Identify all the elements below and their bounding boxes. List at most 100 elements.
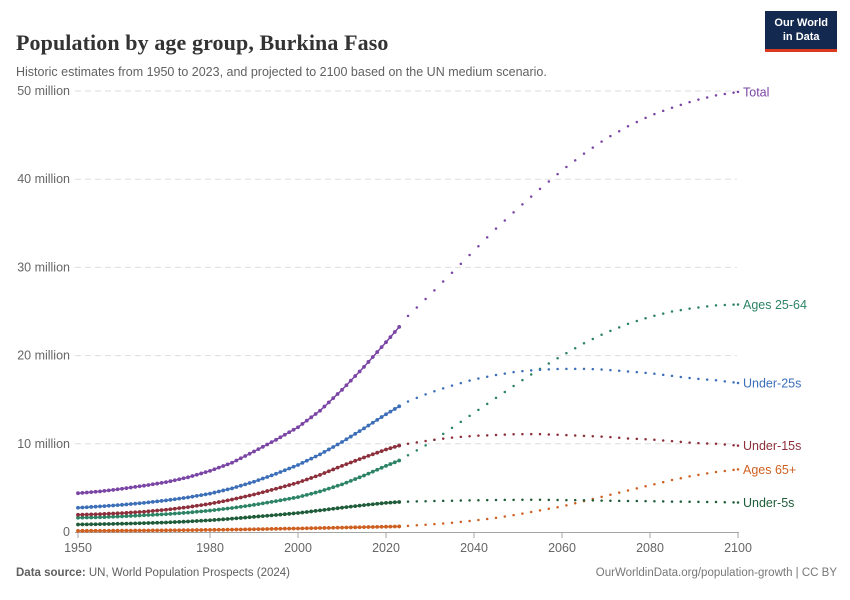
series-dot-ages-65plus xyxy=(106,528,111,533)
series-dot-ages-65plus xyxy=(115,528,120,533)
series-dot-under-25s xyxy=(155,499,160,504)
series-dot-ages-65plus xyxy=(318,526,322,530)
series-proj-dot-ages-65plus xyxy=(679,476,683,480)
series-dot-under-15s xyxy=(216,500,221,504)
series-dot-ages-65plus xyxy=(300,526,305,531)
series-dot-ages-65plus xyxy=(287,526,292,531)
series-dot-under-25s xyxy=(181,496,186,500)
series-dot-under-5s xyxy=(208,518,212,523)
series-dot-total xyxy=(208,468,212,473)
series-dot-ages-65plus xyxy=(331,525,336,530)
series-dot-ages-65plus xyxy=(84,528,89,533)
series-dot-under-5s xyxy=(392,500,397,505)
series-proj-dot-under-5s xyxy=(591,499,595,502)
series-dot-under-25s xyxy=(216,489,221,494)
series-proj-dot-ages-65plus xyxy=(556,505,559,509)
series-proj-dot-total xyxy=(547,180,551,183)
data-source: Data source: UN, World Population Prospe… xyxy=(16,567,290,579)
series-proj-dot-ages-25-64 xyxy=(477,408,480,412)
series-dot-total xyxy=(146,483,151,487)
series-dot-under-5s xyxy=(331,506,336,511)
series-dot-under-5s xyxy=(309,509,314,514)
series-proj-dot-under-15s xyxy=(565,433,568,437)
series-dot-total xyxy=(155,481,160,486)
series-dot-under-15s xyxy=(304,477,309,482)
series-dot-under-5s xyxy=(291,511,296,516)
series-dot-under-5s xyxy=(142,521,146,526)
series-dot-total xyxy=(128,485,133,490)
series-dot-under-15s xyxy=(186,505,190,510)
series-proj-dot-under-15s xyxy=(609,435,612,439)
series-dot-ages-25-64 xyxy=(304,492,309,497)
series-dot-under-15s xyxy=(397,443,402,448)
series-dot-under-25s xyxy=(208,491,212,496)
series-dot-under-25s xyxy=(392,407,397,411)
series-dot-under-25s xyxy=(159,499,164,503)
series-dot-under-25s xyxy=(384,412,388,417)
series-proj-dot-under-25s xyxy=(723,380,727,383)
series-proj-dot-under-25s xyxy=(512,370,515,374)
series-dot-ages-65plus xyxy=(98,528,102,533)
series-proj-dot-ages-25-64 xyxy=(670,310,674,313)
series-dot-under-15s xyxy=(194,503,199,508)
series-proj-dot-total xyxy=(494,227,498,230)
series-dot-under-25s xyxy=(287,466,292,471)
series-dot-under-5s xyxy=(133,521,138,526)
series-proj-dot-under-5s xyxy=(600,499,603,502)
series-proj-dot-ages-25-64 xyxy=(723,303,727,307)
series-dot-ages-25-64 xyxy=(216,507,221,512)
series-dot-ages-65plus xyxy=(326,525,331,530)
series-dot-total xyxy=(150,482,155,487)
series-proj-dot-under-5s xyxy=(424,499,427,503)
series-dot-total xyxy=(177,477,182,482)
x-axis-label: 1950 xyxy=(64,541,92,555)
series-proj-dot-total xyxy=(582,152,586,155)
series-dot-total xyxy=(318,408,322,413)
y-axis-label: 50 million xyxy=(17,84,70,98)
series-dot-under-15s xyxy=(344,462,349,467)
series-dot-under-5s xyxy=(120,521,124,526)
series-dot-ages-25-64 xyxy=(326,486,331,491)
series-proj-dot-ages-25-64 xyxy=(494,396,498,400)
series-proj-dot-under-25s xyxy=(653,372,656,376)
owid-logo: Our World in Data xyxy=(765,11,837,52)
series-dot-ages-25-64 xyxy=(282,497,287,502)
series-dot-under-25s xyxy=(164,498,168,503)
series-dot-under-15s xyxy=(357,457,362,462)
series-dot-under-15s xyxy=(221,499,226,504)
series-dot-under-5s xyxy=(76,522,80,527)
series-dot-under-5s xyxy=(282,512,287,517)
series-dot-total xyxy=(370,355,375,359)
series-dot-under-5s xyxy=(203,518,208,523)
series-proj-dot-under-25s xyxy=(644,371,647,375)
series-dot-under-15s xyxy=(335,465,340,470)
series-dot-under-5s xyxy=(146,521,151,525)
series-dot-ages-25-64 xyxy=(322,488,327,492)
series-dot-ages-65plus xyxy=(322,526,327,530)
series-dot-under-15s xyxy=(291,481,296,486)
series-proj-dot-under-5s xyxy=(688,500,691,504)
series-dot-ages-25-64 xyxy=(155,512,160,517)
series-dot-under-15s xyxy=(313,474,318,479)
series-dot-ages-65plus xyxy=(194,528,199,532)
series-dot-under-5s xyxy=(106,522,111,526)
series-dot-under-15s xyxy=(296,480,300,485)
series-dot-ages-25-64 xyxy=(106,515,111,519)
series-proj-dot-total xyxy=(415,306,419,309)
series-proj-dot-under-15s xyxy=(705,442,709,445)
series-dot-ages-25-64 xyxy=(234,505,239,510)
series-dot-under-5s xyxy=(375,501,380,506)
series-proj-dot-ages-65plus xyxy=(661,480,665,484)
series-proj-dot-ages-25-64 xyxy=(529,373,533,376)
series-dot-total xyxy=(384,340,388,345)
series-proj-dot-ages-25-64 xyxy=(705,305,709,308)
series-dot-ages-25-64 xyxy=(177,511,182,516)
series-dot-ages-25-64 xyxy=(181,511,186,515)
series-proj-dot-ages-25-64 xyxy=(503,390,507,394)
series-dot-under-5s xyxy=(384,500,388,505)
series-dot-under-15s xyxy=(133,510,138,515)
series-proj-dot-under-15s xyxy=(556,433,559,437)
credit-link[interactable]: OurWorldinData.org/population-growth | C… xyxy=(595,567,837,579)
series-dot-total xyxy=(375,350,380,354)
series-dot-total xyxy=(260,444,265,449)
